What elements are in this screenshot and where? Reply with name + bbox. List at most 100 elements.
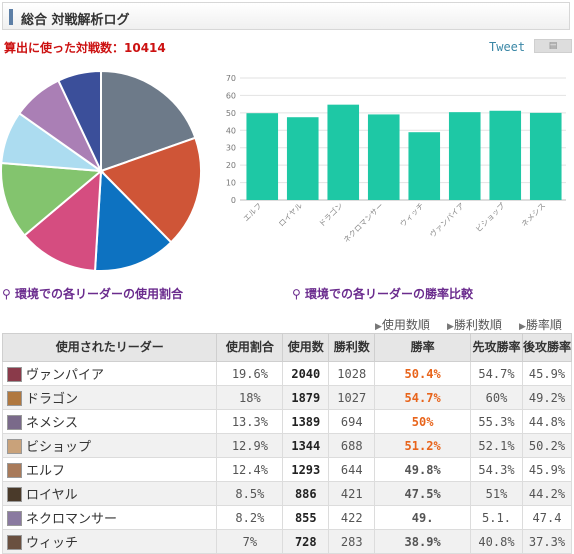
leader-name-cell: ドラゴン — [1, 385, 218, 410]
sort-by-uses[interactable]: ▶使用数順 — [375, 318, 430, 332]
cell-wins: 1027 — [328, 385, 376, 410]
pie-slice-2 — [93, 168, 173, 272]
leader-avatar-icon — [7, 391, 22, 406]
bar-1 — [286, 117, 319, 200]
cell-first: 55.3% — [470, 409, 523, 434]
bar-caption-text: 環境での各リーダーの勝率比較 — [304, 287, 473, 301]
cell-uses: 1879 — [282, 385, 330, 410]
bar-5 — [448, 112, 481, 200]
cell-uses: 1389 — [282, 409, 330, 434]
col-leader: 使用されたリーダー — [1, 333, 218, 362]
table-row[interactable]: ドラゴン 18% 1879 1027 54.7% 60% 49.2% — [1, 385, 573, 410]
cell-wins: 644 — [328, 457, 376, 482]
cell-first: 60% — [470, 385, 523, 410]
cell-wins: 283 — [328, 529, 376, 554]
cell-second: 45.9% — [521, 361, 573, 386]
pie-slice-1 — [99, 136, 202, 244]
x-tick-label: ネクロマンサー — [342, 201, 385, 242]
col-first-winrate: 先攻勝率 — [470, 333, 523, 362]
cell-share: 19.6% — [216, 361, 284, 386]
leader-name-cell: ネクロマンサー — [1, 505, 218, 530]
cell-wins: 688 — [328, 433, 376, 458]
y-tick-label: 50 — [226, 109, 236, 118]
leader-avatar-icon — [7, 487, 22, 502]
header-accent — [9, 9, 13, 25]
bar-6 — [489, 110, 522, 200]
cell-first: 5.1. — [470, 505, 523, 530]
table-row[interactable]: ヴァンパイア 19.6% 2040 1028 50.4% 54.7% 45.9% — [1, 361, 573, 386]
share-icon[interactable]: ▤ — [534, 39, 572, 53]
cell-second: 37.3% — [521, 529, 573, 554]
bar-2 — [327, 104, 360, 200]
leader-name: ネクロマンサー — [26, 512, 118, 527]
cell-second: 49.2% — [521, 385, 573, 410]
cell-first: 52.1% — [470, 433, 523, 458]
cell-share: 7% — [216, 529, 284, 554]
cell-first: 51% — [470, 481, 523, 506]
match-count: 算出に使った対戦数：10414 — [4, 41, 166, 55]
leader-stats-table: 使用されたリーダー 使用割合 使用数 勝利数 勝率 先攻勝率 後攻勝率 ヴァンパ… — [1, 333, 573, 554]
cell-share: 8.2% — [216, 505, 284, 530]
triangle-right-icon: ▶ — [519, 322, 526, 332]
location-pin-icon: ⚲ — [2, 287, 11, 301]
x-tick-label: ヴァンパイア — [427, 200, 466, 239]
y-tick-label: 70 — [226, 74, 236, 83]
leader-name-cell: ヴァンパイア — [1, 361, 218, 386]
col-winrate: 勝率 — [374, 333, 472, 362]
cell-wins: 694 — [328, 409, 376, 434]
pie-caption-text: 環境での各リーダーの使用割合 — [14, 287, 183, 301]
cell-second: 50.2% — [521, 433, 573, 458]
leader-avatar-icon — [7, 511, 22, 526]
triangle-right-icon: ▶ — [447, 322, 454, 332]
cell-first: 54.3% — [470, 457, 523, 482]
table-row[interactable]: エルフ 12.4% 1293 644 49.8% 54.3% 45.9% — [1, 457, 573, 482]
table-header-row: 使用されたリーダー 使用割合 使用数 勝利数 勝率 先攻勝率 後攻勝率 — [1, 333, 573, 362]
col-second-winrate: 後攻勝率 — [521, 333, 573, 362]
leader-name: ネメシス — [26, 416, 79, 431]
table-row[interactable]: ビショップ 12.9% 1344 688 51.2% 52.1% 50.2% — [1, 433, 573, 458]
pie-slice-4 — [0, 161, 104, 237]
x-tick-label: ネメシス — [520, 201, 548, 229]
leader-avatar-icon — [7, 535, 22, 550]
cell-share: 12.9% — [216, 433, 284, 458]
y-tick-label: 0 — [231, 196, 236, 205]
leader-name: ヴァンパイア — [26, 368, 105, 383]
leader-name-cell: ネメシス — [1, 409, 218, 434]
leader-avatar-icon — [7, 415, 22, 430]
tweet-link[interactable]: Tweet — [489, 40, 526, 54]
cell-second: 44.8% — [521, 409, 573, 434]
cell-rate: 38.9% — [374, 529, 472, 554]
table-row[interactable]: ネクロマンサー 8.2% 855 422 49. 5.1. 47.4 — [1, 505, 573, 530]
y-tick-label: 40 — [226, 126, 236, 135]
leader-name-cell: ウィッチ — [1, 529, 218, 554]
table-row[interactable]: ウィッチ 7% 728 283 38.9% 40.8% 37.3% — [1, 529, 573, 554]
y-tick-label: 10 — [226, 179, 236, 188]
leader-avatar-icon — [7, 439, 22, 454]
x-tick-label: ドラゴン — [316, 200, 344, 228]
table-row[interactable]: ネメシス 13.3% 1389 694 50% 55.3% 44.8% — [1, 409, 573, 434]
leader-name: エルフ — [26, 464, 66, 479]
sort-by-wins[interactable]: ▶勝利数順 — [447, 318, 502, 332]
sort-by-winrate[interactable]: ▶勝率順 — [519, 318, 562, 332]
leader-name-cell: エルフ — [1, 457, 218, 482]
cell-share: 13.3% — [216, 409, 284, 434]
cell-rate: 47.5% — [374, 481, 472, 506]
usage-pie-chart — [0, 70, 202, 272]
cell-share: 12.4% — [216, 457, 284, 482]
cell-uses: 1344 — [282, 433, 330, 458]
leader-name: ビショップ — [26, 440, 92, 455]
cell-rate: 49.8% — [374, 457, 472, 482]
page-header: 総合 対戦解析ログ — [2, 2, 570, 30]
table-row[interactable]: ロイヤル 8.5% 886 421 47.5% 51% 44.2% — [1, 481, 573, 506]
cell-rate: 50% — [374, 409, 472, 434]
cell-rate: 50.4% — [374, 361, 472, 386]
leader-name-cell: ロイヤル — [1, 481, 218, 506]
cell-wins: 1028 — [328, 361, 376, 386]
cell-uses: 2040 — [282, 361, 330, 386]
cell-wins: 421 — [328, 481, 376, 506]
location-pin-icon: ⚲ — [292, 287, 301, 301]
page-title: 総合 対戦解析ログ — [21, 13, 130, 28]
x-tick-label: ビショップ — [474, 201, 507, 234]
bar-7 — [529, 112, 562, 200]
